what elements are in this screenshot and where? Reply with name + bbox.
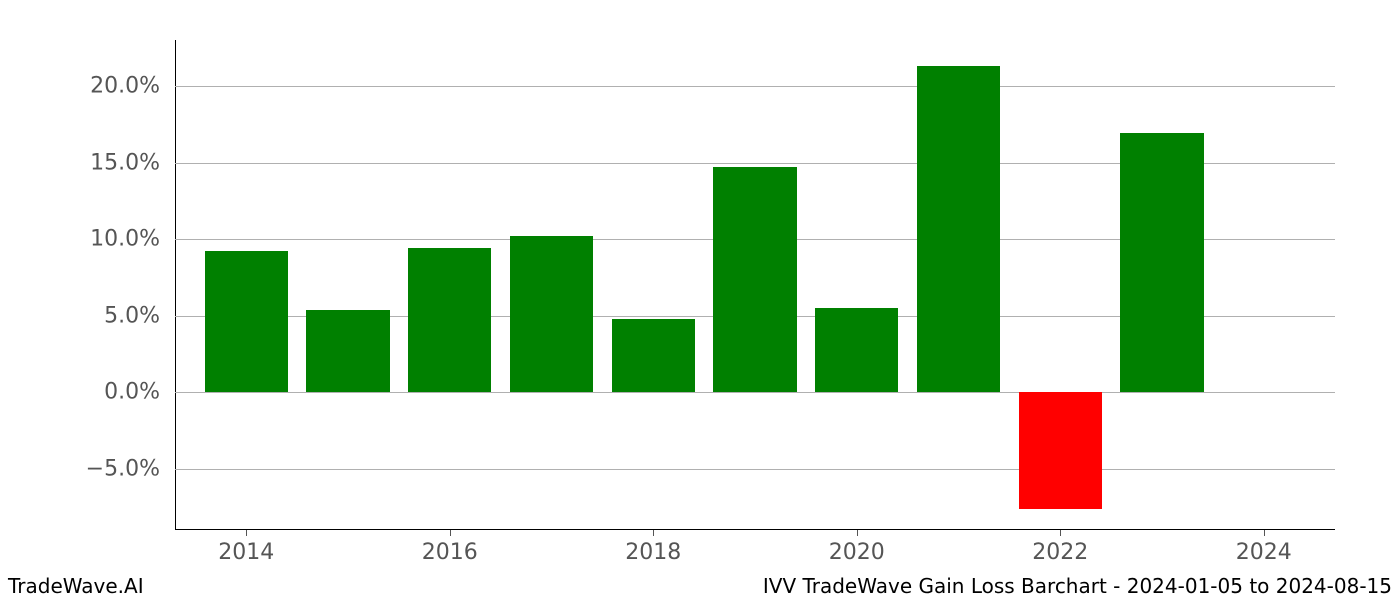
x-tick-mark: [450, 530, 451, 536]
chart-container: TradeWave.AI IVV TradeWave Gain Loss Bar…: [0, 0, 1400, 600]
x-tick-label: 2016: [422, 540, 478, 565]
x-axis-spine: [175, 529, 1335, 530]
gridline: [175, 392, 1335, 393]
bar: [1120, 133, 1203, 392]
x-tick-mark: [246, 530, 247, 536]
x-tick-label: 2024: [1236, 540, 1292, 565]
y-tick-label: 0.0%: [0, 380, 160, 405]
y-tick-label: −5.0%: [0, 456, 160, 481]
bar: [306, 310, 389, 393]
x-tick-label: 2020: [829, 540, 885, 565]
x-tick-label: 2022: [1032, 540, 1088, 565]
footer-brand: TradeWave.AI: [8, 574, 144, 598]
x-tick-mark: [653, 530, 654, 536]
bar: [815, 308, 898, 392]
x-tick-mark: [857, 530, 858, 536]
bar: [510, 236, 593, 392]
y-tick-label: 15.0%: [0, 150, 160, 175]
x-tick-mark: [1264, 530, 1265, 536]
gridline: [175, 86, 1335, 87]
y-tick-label: 20.0%: [0, 73, 160, 98]
x-tick-mark: [1060, 530, 1061, 536]
x-tick-label: 2018: [625, 540, 681, 565]
y-tick-label: 10.0%: [0, 227, 160, 252]
bar: [917, 66, 1000, 392]
y-axis-spine: [175, 40, 176, 530]
plot-area: [175, 40, 1335, 530]
gridline: [175, 469, 1335, 470]
y-tick-label: 5.0%: [0, 303, 160, 328]
bar: [205, 251, 288, 392]
bar: [408, 248, 491, 392]
bar: [713, 167, 796, 392]
bar: [612, 319, 695, 393]
footer-caption: IVV TradeWave Gain Loss Barchart - 2024-…: [763, 574, 1392, 598]
bar: [1019, 392, 1102, 508]
x-tick-label: 2014: [218, 540, 274, 565]
